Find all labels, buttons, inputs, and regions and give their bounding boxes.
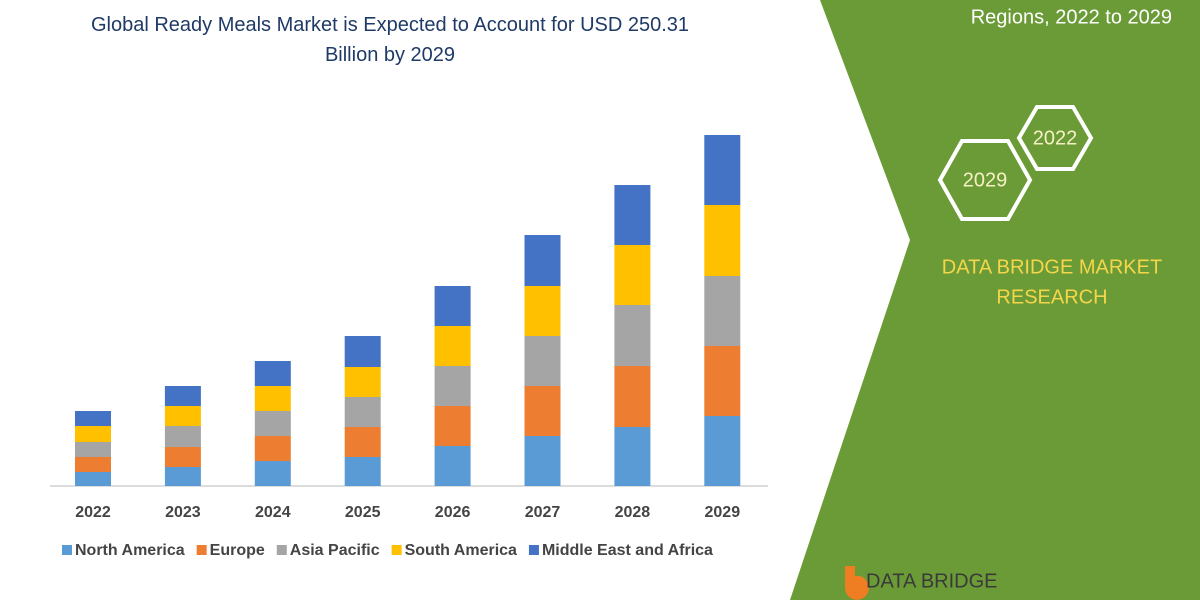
bar-segment [704, 205, 741, 276]
bar-segment [75, 426, 111, 442]
legend-label: North America [75, 542, 185, 559]
bar-segment [254, 436, 291, 461]
hexagon-label: 2022 [1033, 127, 1078, 149]
bar-segment [434, 406, 471, 446]
legend-swatch [62, 545, 72, 555]
bar-segment [164, 467, 201, 486]
legend-swatch [528, 545, 539, 555]
bar-segment [75, 472, 111, 486]
x-tick-label: 2023 [165, 504, 201, 521]
bar-segment [164, 447, 201, 467]
brand-text: RESEARCH [996, 286, 1107, 308]
side-panel [790, 0, 1200, 600]
legend-label: Asia Pacific [290, 542, 380, 559]
bar-segment [254, 361, 291, 386]
bar-segment [524, 436, 561, 486]
bar-segment [164, 406, 201, 426]
x-tick-label: 2026 [435, 504, 471, 521]
logo-icon [845, 566, 869, 600]
bar-segment [614, 245, 651, 305]
bar-segment [614, 305, 651, 366]
bar-segment [344, 427, 381, 457]
bar-segment [704, 276, 741, 346]
bar-segment [75, 411, 111, 426]
bar-segment [344, 397, 381, 427]
bar-segment [164, 386, 201, 406]
bar-segment [524, 336, 561, 386]
bar-segment [434, 286, 471, 326]
bar-segment [75, 457, 111, 472]
bar-segment [344, 367, 381, 397]
legend-label: Middle East and Africa [542, 542, 713, 559]
hexagon [1016, 105, 1094, 171]
legend-swatch [276, 545, 287, 555]
bar-segment [704, 416, 741, 486]
bar-segment [254, 461, 291, 486]
x-tick-label: 2022 [75, 504, 111, 521]
x-tick-label: 2027 [525, 504, 561, 521]
bar-segment [704, 346, 741, 416]
legend-label: Europe [210, 542, 265, 559]
bar-segment [614, 185, 651, 245]
legend-swatch [391, 545, 402, 555]
bar-segment [254, 411, 291, 436]
bar-segment [614, 366, 651, 427]
chart-title: Global Ready Meals Market is Expected to… [90, 14, 690, 66]
bar-segment [254, 386, 291, 411]
bar-segment [524, 386, 561, 436]
hexagon-label: 2029 [963, 169, 1008, 191]
panel-subtitle: Regions, 2022 to 2029 [971, 6, 1172, 28]
bar-segment [344, 457, 381, 486]
logo-text: DATA BRIDGE [866, 570, 998, 592]
x-tick-label: 2029 [705, 504, 741, 521]
bar-segment [164, 426, 201, 447]
x-tick-label: 2025 [345, 504, 381, 521]
bar-segment [524, 286, 561, 336]
bar-segment [434, 366, 471, 406]
legend-label: South America [405, 542, 517, 559]
bar-segment [524, 235, 561, 286]
brand-text: DATA BRIDGE MARKET [942, 256, 1162, 278]
bar-segment [344, 336, 381, 367]
bar-segment [75, 442, 111, 457]
bar-segment [704, 135, 741, 205]
hexagon [937, 139, 1033, 221]
x-tick-label: 2024 [255, 504, 291, 521]
legend-swatch [196, 545, 207, 555]
bar-segment [614, 427, 651, 486]
x-tick-label: 2028 [615, 504, 651, 521]
bar-segment [434, 446, 471, 486]
bar-segment [434, 326, 471, 366]
